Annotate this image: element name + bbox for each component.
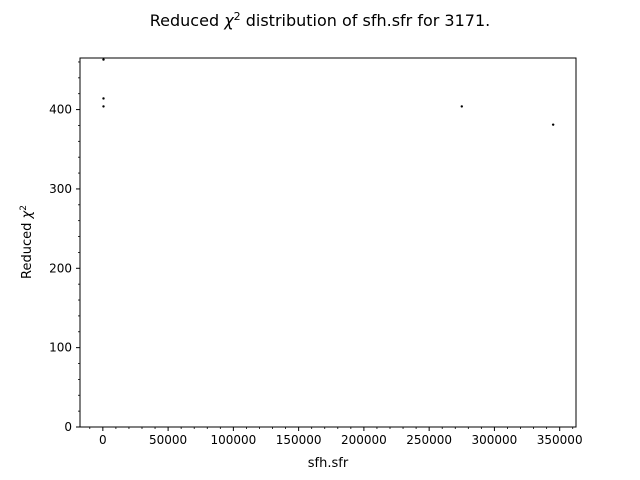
y-tick-label: 0 — [64, 420, 72, 434]
x-tick-label: 50000 — [149, 433, 187, 447]
chart-title: Reduced χ2 distribution of sfh.sfr for 3… — [150, 10, 490, 30]
x-axis: 0 50000 100000 150000 200000 250000 300000 3500… — [89, 427, 583, 447]
y-axis: 0 100 200 300 400 — [49, 61, 80, 434]
y-tick-label: 400 — [49, 103, 72, 117]
plot-area — [79, 57, 577, 428]
data-point — [102, 105, 105, 108]
data-point — [460, 105, 463, 108]
y-tick-label: 200 — [49, 261, 72, 275]
y-tick-label: 100 — [49, 341, 72, 355]
x-tick-label: 200000 — [341, 433, 387, 447]
x-tick-label: 300000 — [472, 433, 518, 447]
x-axis-label: sfh.sfr — [308, 456, 349, 471]
data-point — [551, 123, 555, 126]
x-tick-label: 100000 — [210, 433, 256, 447]
y-tick-label: 300 — [49, 182, 72, 196]
x-tick-label: 150000 — [276, 433, 322, 447]
x-tick-label: 250000 — [406, 433, 452, 447]
x-tick-label: 0 — [99, 433, 107, 447]
data-points — [102, 58, 555, 126]
y-axis-label: Reduced χ2 — [19, 205, 35, 279]
x-tick-label: 350000 — [537, 433, 583, 447]
data-point — [102, 97, 105, 100]
data-point — [102, 58, 105, 61]
